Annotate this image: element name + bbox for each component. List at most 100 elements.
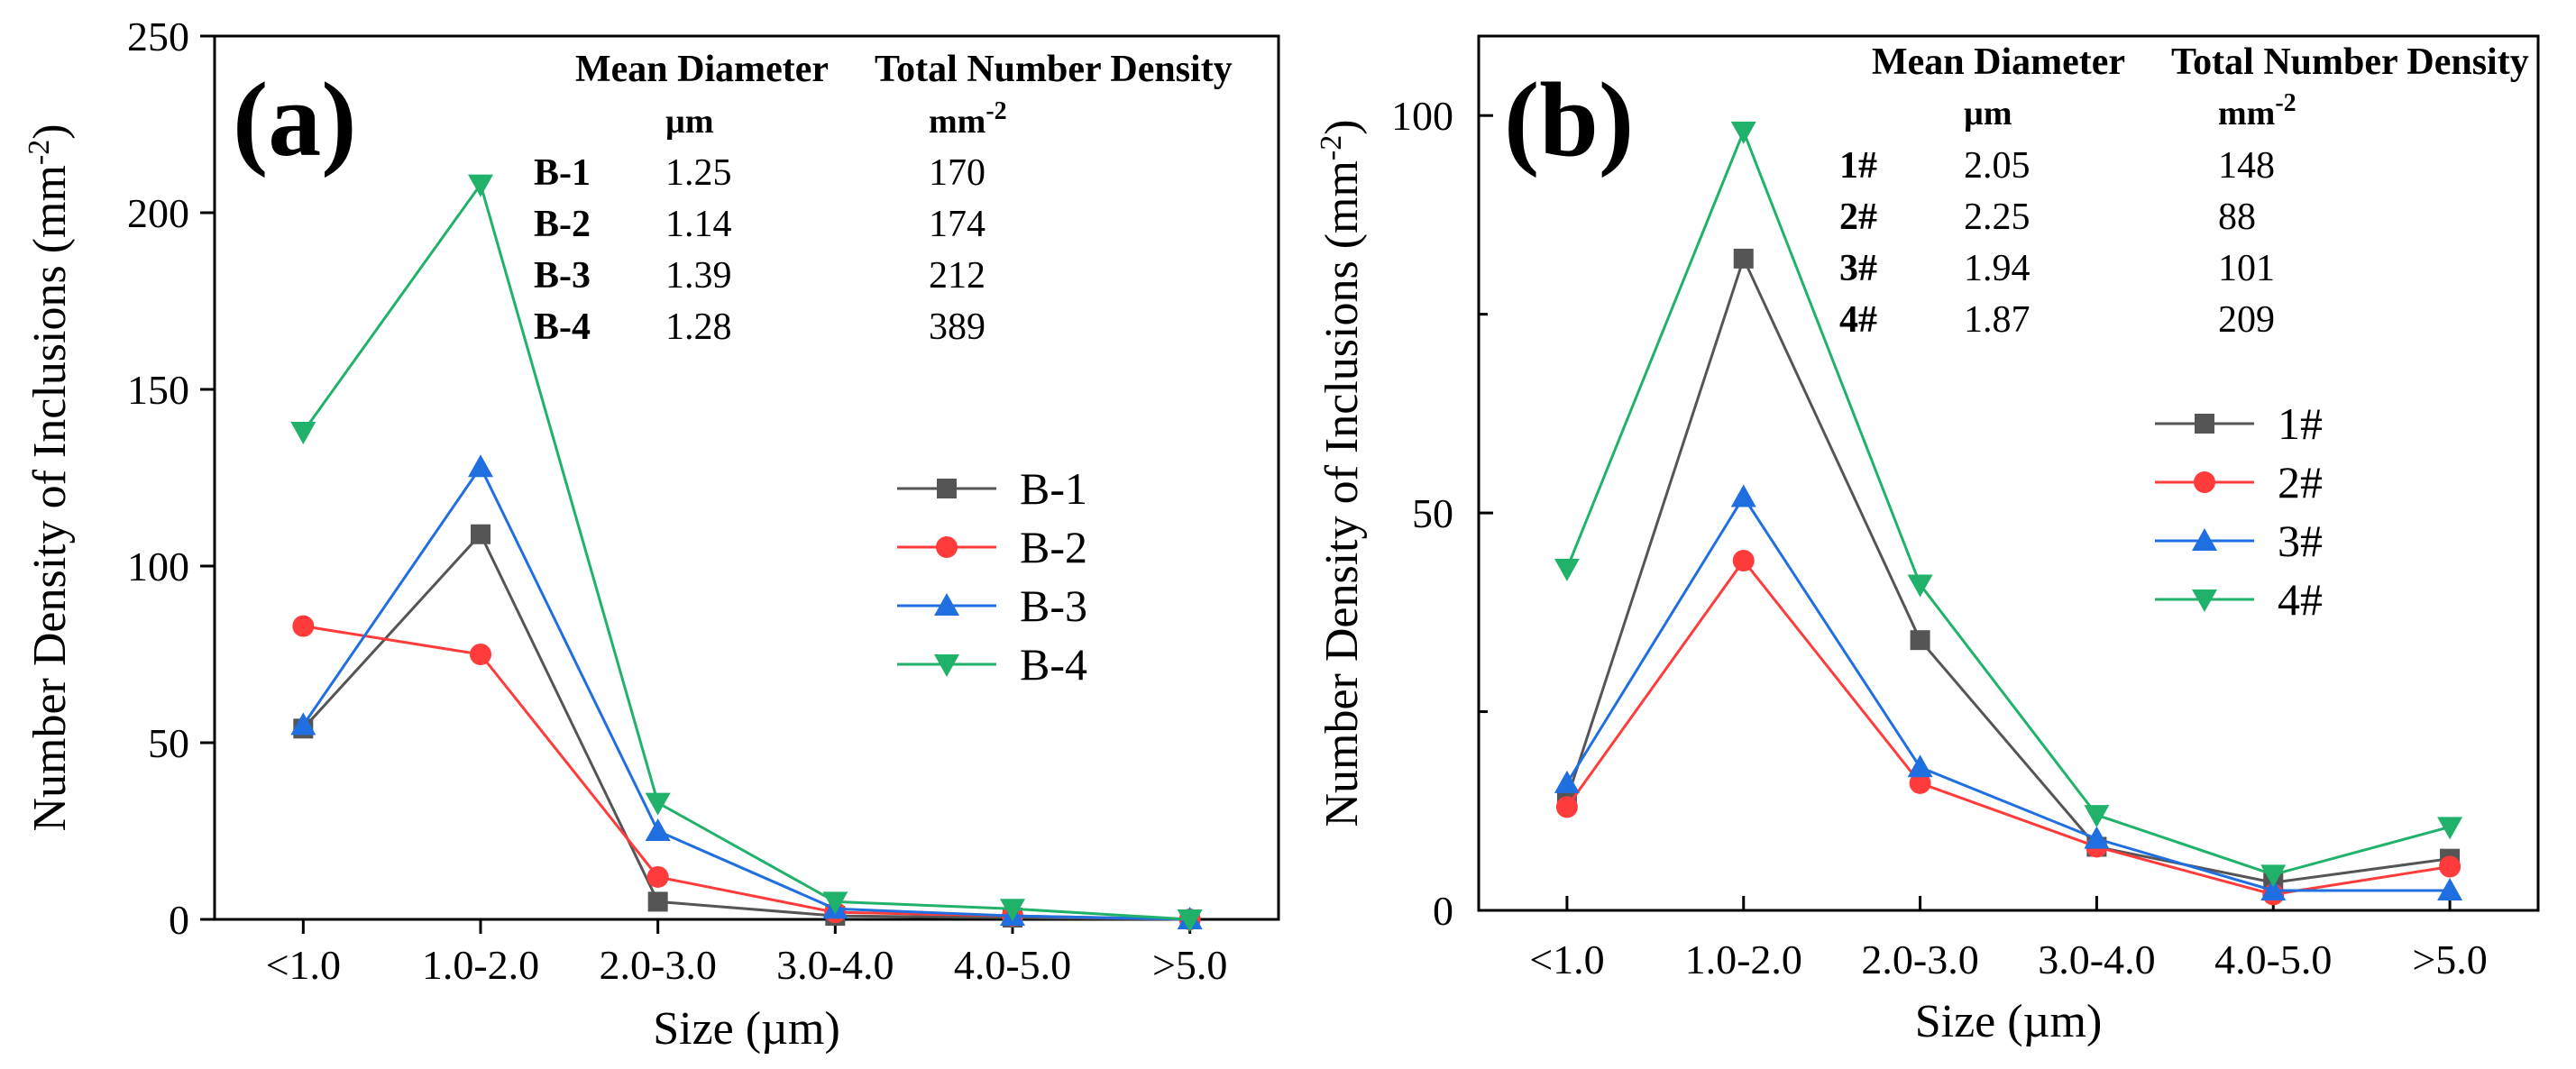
data-point (1554, 558, 1580, 581)
data-point (2260, 864, 2287, 888)
table-unit-diameter: µm (665, 103, 714, 141)
data-point (1732, 550, 1755, 571)
data-point (2437, 817, 2463, 840)
table-row-diameter: 2.25 (1964, 196, 2031, 238)
x-tick-label: 1.0-2.0 (422, 942, 539, 988)
x-tick-label: 4.0-5.0 (2214, 937, 2332, 982)
x-axis-label: Size (µm) (653, 1003, 840, 1055)
data-point (1907, 574, 1933, 598)
chart-panel-a: 0 50 100 150 200 250 <1.0 1.0-2.0 2.0-3.0 3.0-4.0… (23, 14, 1280, 1055)
table-row-label: B-3 (534, 255, 591, 297)
y-tick-label: 0 (1433, 888, 1453, 934)
table-row-density: 170 (929, 152, 985, 194)
summary-table: Mean Diameter Total Number Density µm mm-2 B… (534, 49, 1233, 348)
plot-frame (1477, 34, 2540, 912)
table-header-diameter: Mean Diameter (575, 49, 829, 90)
data-point (1907, 754, 1933, 778)
legend-label: 2# (2278, 457, 2323, 507)
data-point (2084, 805, 2110, 828)
y-tick-label: 200 (127, 190, 189, 236)
legend-label: B-4 (1020, 639, 1087, 690)
legend-label: B-1 (1020, 463, 1087, 514)
data-point (1000, 899, 1025, 922)
table-row-label: 3# (1839, 248, 1877, 289)
series-line (302, 532, 1190, 921)
panel-label: (b) (1504, 60, 1634, 178)
table-header-density: Total Number Density (2171, 41, 2529, 83)
series-line (1565, 254, 2451, 884)
data-point (290, 422, 316, 445)
table-row-diameter: 1.25 (665, 152, 732, 194)
table-row-density: 101 (2218, 248, 2275, 289)
data-point (2260, 877, 2287, 900)
legend-marker (936, 536, 958, 558)
panel-label: (a) (233, 60, 357, 178)
series-line (1565, 494, 2451, 892)
data-point (2439, 855, 2461, 878)
series-4# (1554, 121, 2463, 888)
y-tick-label: 100 (127, 544, 189, 589)
table-row-density: 88 (2218, 196, 2256, 238)
data-point (470, 644, 491, 665)
data-point (646, 865, 669, 888)
table-header-diameter: Mean Diameter (1872, 41, 2125, 83)
table-row-label: B-1 (534, 152, 591, 194)
x-tick-label: 4.0-5.0 (954, 942, 1071, 988)
table-row-diameter: 1.87 (1964, 299, 2031, 341)
legend-label: 3# (2278, 516, 2323, 566)
table-row-diameter: 2.05 (1964, 145, 2031, 187)
x-tick-label: <1.0 (266, 942, 341, 988)
table-unit-density: mm-2 (929, 97, 1007, 142)
data-point (471, 524, 490, 544)
x-tick-label: 2.0-3.0 (1861, 937, 1978, 982)
table-header-density: Total Number Density (875, 49, 1233, 90)
table-row-density: 148 (2218, 145, 2275, 187)
table-row-density: 389 (929, 306, 985, 348)
table-row-diameter: 1.94 (1964, 248, 2031, 289)
data-point (1730, 121, 1756, 144)
x-tick-label: >5.0 (1152, 942, 1227, 988)
x-tick-label: <1.0 (1529, 937, 1604, 982)
data-point (2084, 826, 2110, 849)
legend-marker (934, 654, 959, 677)
table-row-diameter: 1.28 (665, 306, 732, 348)
summary-table: Mean Diameter Total Number Density µm mm-2 1… (1839, 41, 2529, 341)
series-1# (1556, 248, 2461, 893)
table-row-label: B-4 (534, 306, 591, 348)
table-unit-diameter: µm (1964, 95, 2012, 132)
data-point (645, 792, 671, 816)
table-row-diameter: 1.14 (665, 204, 732, 245)
legend-label: B-2 (1020, 522, 1087, 572)
data-point (1177, 909, 1203, 932)
table-row-label: 4# (1839, 299, 1877, 341)
legend-label: 4# (2278, 574, 2323, 625)
data-point (1909, 772, 1931, 794)
y-axis-label: Number Density of Inclusions (mm-2) (1315, 119, 1369, 827)
table-unit-density: mm-2 (2218, 89, 2296, 133)
y-tick-label: 50 (1412, 490, 1453, 536)
data-point (822, 891, 848, 915)
legend-marker (2192, 589, 2217, 612)
y-axis-label: Number Density of Inclusions (mm-2) (23, 123, 77, 831)
legend-marker (2192, 528, 2217, 551)
legend: B-1 B-2 B-3 B-4 (897, 463, 1087, 690)
table-row-label: 2# (1839, 196, 1877, 238)
data-point (1730, 484, 1756, 507)
data-point (645, 818, 671, 841)
series-line (1565, 127, 2451, 876)
data-point (468, 174, 493, 197)
x-tick-label: 1.0-2.0 (1685, 937, 1802, 982)
y-tick-label: 150 (127, 367, 189, 413)
x-tick-label: 3.0-4.0 (776, 942, 894, 988)
legend-marker (2195, 414, 2214, 434)
data-point (1733, 248, 1754, 269)
plot-frame (213, 34, 1280, 921)
x-tick-label: 2.0-3.0 (600, 942, 717, 988)
data-point (468, 454, 493, 478)
legend-marker (937, 479, 957, 498)
legend: 1# 2# 3# 4# (2155, 398, 2323, 625)
x-tick-label: >5.0 (2412, 937, 2487, 982)
data-point (647, 891, 668, 912)
data-point (2437, 877, 2463, 900)
